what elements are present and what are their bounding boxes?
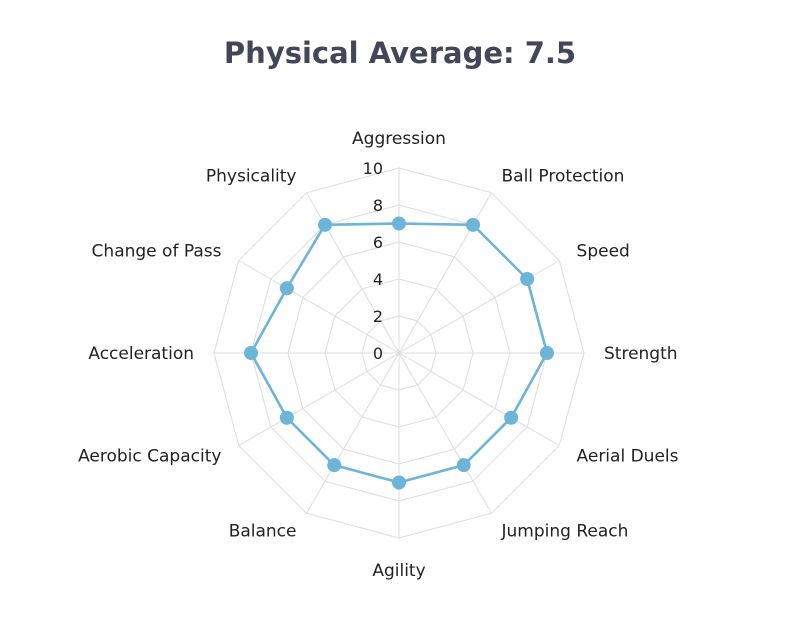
chart-title: Physical Average: 7.5 (223, 36, 577, 70)
data-point-11[interactable] (318, 217, 332, 232)
axis-label-8: Aerobic Capacity (78, 447, 221, 467)
data-point-9[interactable] (244, 346, 258, 360)
axis-label-0: Aggression (352, 129, 446, 149)
radar-spokes (214, 168, 584, 538)
tick-label-6: 6 (373, 233, 383, 252)
data-point-10[interactable] (279, 281, 294, 296)
data-point-5[interactable] (456, 458, 471, 473)
axis-label-6: Agility (372, 561, 425, 581)
axis-label-7: Balance (229, 522, 297, 542)
tick-label-8: 8 (373, 196, 383, 215)
spoke-10 (238, 260, 400, 354)
axis-label-5: Jumping Reach (501, 522, 629, 542)
data-point-7[interactable] (327, 458, 342, 473)
data-point-8[interactable] (279, 410, 294, 425)
data-point-1[interactable] (466, 217, 480, 232)
spoke-7 (306, 352, 400, 514)
spoke-11 (306, 192, 400, 354)
tick-labels: 0 2 4 6 8 10 (363, 159, 383, 363)
tick-label-4: 4 (373, 270, 383, 289)
tick-label-2: 2 (373, 307, 383, 326)
axis-label-2: Speed (577, 242, 630, 262)
spoke-5 (398, 352, 492, 514)
radar-series (244, 216, 554, 490)
spoke-4 (398, 352, 560, 446)
spoke-8 (238, 352, 400, 446)
axis-label-3: Strength (604, 344, 678, 364)
tick-label-0: 0 (373, 344, 383, 363)
data-point-0[interactable] (392, 216, 406, 231)
data-point-6[interactable] (392, 475, 406, 490)
axis-label-1: Ball Protection (502, 166, 625, 186)
data-point-3[interactable] (540, 346, 554, 360)
axis-label-4: Aerial Duels (577, 447, 679, 467)
axis-label-10: Change of Pass (92, 242, 222, 262)
axis-label-11: Physicality (206, 166, 297, 186)
tick-label-10: 10 (363, 159, 383, 178)
data-point-4[interactable] (504, 410, 519, 425)
axis-label-9: Acceleration (88, 344, 194, 364)
data-point-2[interactable] (520, 272, 535, 286)
axis-labels: Aggression Ball Protection Speed Strength Ae… (78, 129, 679, 581)
spoke-1 (398, 192, 492, 354)
